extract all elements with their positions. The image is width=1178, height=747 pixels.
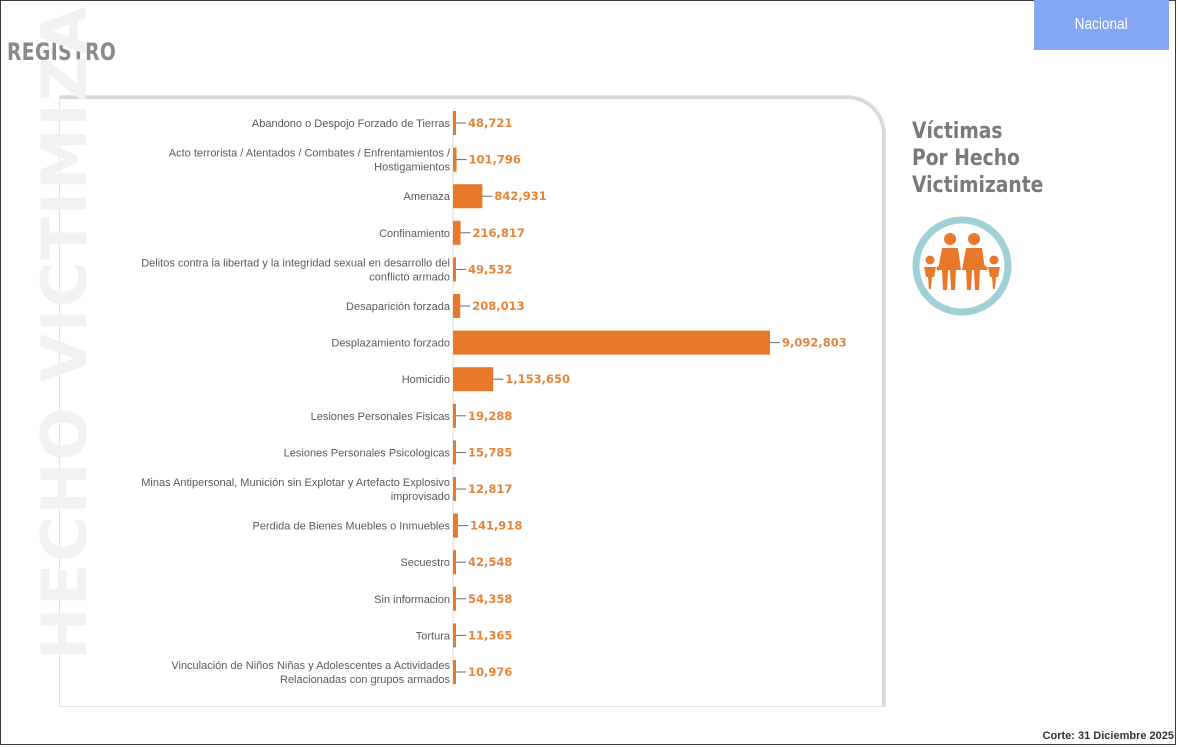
category-label-10: Minas Antipersonal, Munición sin Explota… bbox=[141, 477, 450, 503]
category-label-6: Desplazamiento forzado bbox=[331, 338, 450, 350]
value-label-14: 11,365 bbox=[468, 628, 512, 642]
chart-title-line-3: Victimizante bbox=[912, 173, 1044, 198]
bar-4 bbox=[453, 257, 456, 282]
category-label-8: Lesiones Personales Fisicas bbox=[311, 411, 451, 423]
bar-1 bbox=[453, 147, 457, 172]
category-label-15: Vinculación de Niños Niñas y Adolescente… bbox=[171, 660, 450, 686]
bar-11 bbox=[453, 513, 458, 538]
chart-panel-edge bbox=[60, 96, 885, 706]
category-label-4: Delitos contra la libertad y la integrid… bbox=[141, 257, 450, 283]
bar-10 bbox=[453, 477, 456, 501]
category-label-1: Acto terrorista / Atentados / Combates /… bbox=[169, 148, 451, 174]
category-label-0: Abandono o Despojo Forzado de Tierras bbox=[252, 118, 451, 130]
value-label-8: 19,288 bbox=[468, 409, 512, 423]
value-label-13: 54,358 bbox=[468, 592, 512, 606]
bar-14 bbox=[453, 623, 456, 648]
value-label-4: 49,532 bbox=[468, 262, 512, 276]
value-label-15: 10,976 bbox=[468, 665, 512, 679]
category-label-2: Amenaza bbox=[404, 191, 451, 203]
section-title: REGISTRO bbox=[7, 38, 117, 66]
category-label-13: Sin informacion bbox=[374, 594, 450, 606]
category-label-5: Desaparición forzada bbox=[346, 301, 451, 313]
bar-2 bbox=[453, 184, 483, 209]
value-label-12: 42,548 bbox=[468, 555, 512, 569]
bar-7 bbox=[453, 367, 494, 392]
bar-3 bbox=[453, 220, 461, 245]
cutoff-date: Corte: 31 Diciembre 2025 bbox=[1042, 730, 1174, 742]
bar-15 bbox=[453, 660, 456, 684]
value-label-6: 9,092,803 bbox=[782, 336, 847, 350]
bar-12 bbox=[453, 550, 456, 575]
value-label-0: 48,721 bbox=[468, 116, 512, 130]
family-icon bbox=[912, 216, 1012, 316]
category-label-7: Homicidio bbox=[402, 374, 450, 386]
value-label-3: 216,817 bbox=[473, 226, 525, 240]
bar-6 bbox=[453, 330, 770, 355]
bar-9 bbox=[453, 440, 456, 465]
value-label-1: 101,796 bbox=[469, 153, 521, 167]
chart-title-line-2: Por Hecho bbox=[912, 146, 1020, 171]
category-label-14: Tortura bbox=[416, 630, 451, 642]
value-label-10: 12,817 bbox=[468, 482, 512, 496]
category-label-3: Confinamiento bbox=[379, 228, 450, 240]
chart-title: Víctimas Por Hecho Victimizante bbox=[912, 118, 1043, 199]
bar-8 bbox=[453, 403, 456, 428]
bar-13 bbox=[453, 586, 456, 611]
value-label-2: 842,931 bbox=[494, 189, 546, 203]
nacional-button[interactable]: Nacional bbox=[1034, 0, 1169, 50]
bar-5 bbox=[453, 294, 461, 318]
bar-0 bbox=[453, 111, 456, 135]
chart-title-line-1: Víctimas bbox=[912, 119, 1003, 144]
value-label-7: 1,153,650 bbox=[505, 372, 570, 386]
value-label-5: 208,013 bbox=[472, 299, 524, 313]
category-label-9: Lesiones Personales Psicologicas bbox=[284, 447, 451, 459]
category-label-12: Secuestro bbox=[400, 557, 450, 569]
category-label-11: Perdida de Bienes Muebles o Inmuebles bbox=[252, 521, 450, 533]
value-label-9: 15,785 bbox=[468, 445, 512, 459]
nacional-label: Nacional bbox=[1075, 16, 1128, 33]
value-label-11: 141,918 bbox=[470, 519, 522, 533]
